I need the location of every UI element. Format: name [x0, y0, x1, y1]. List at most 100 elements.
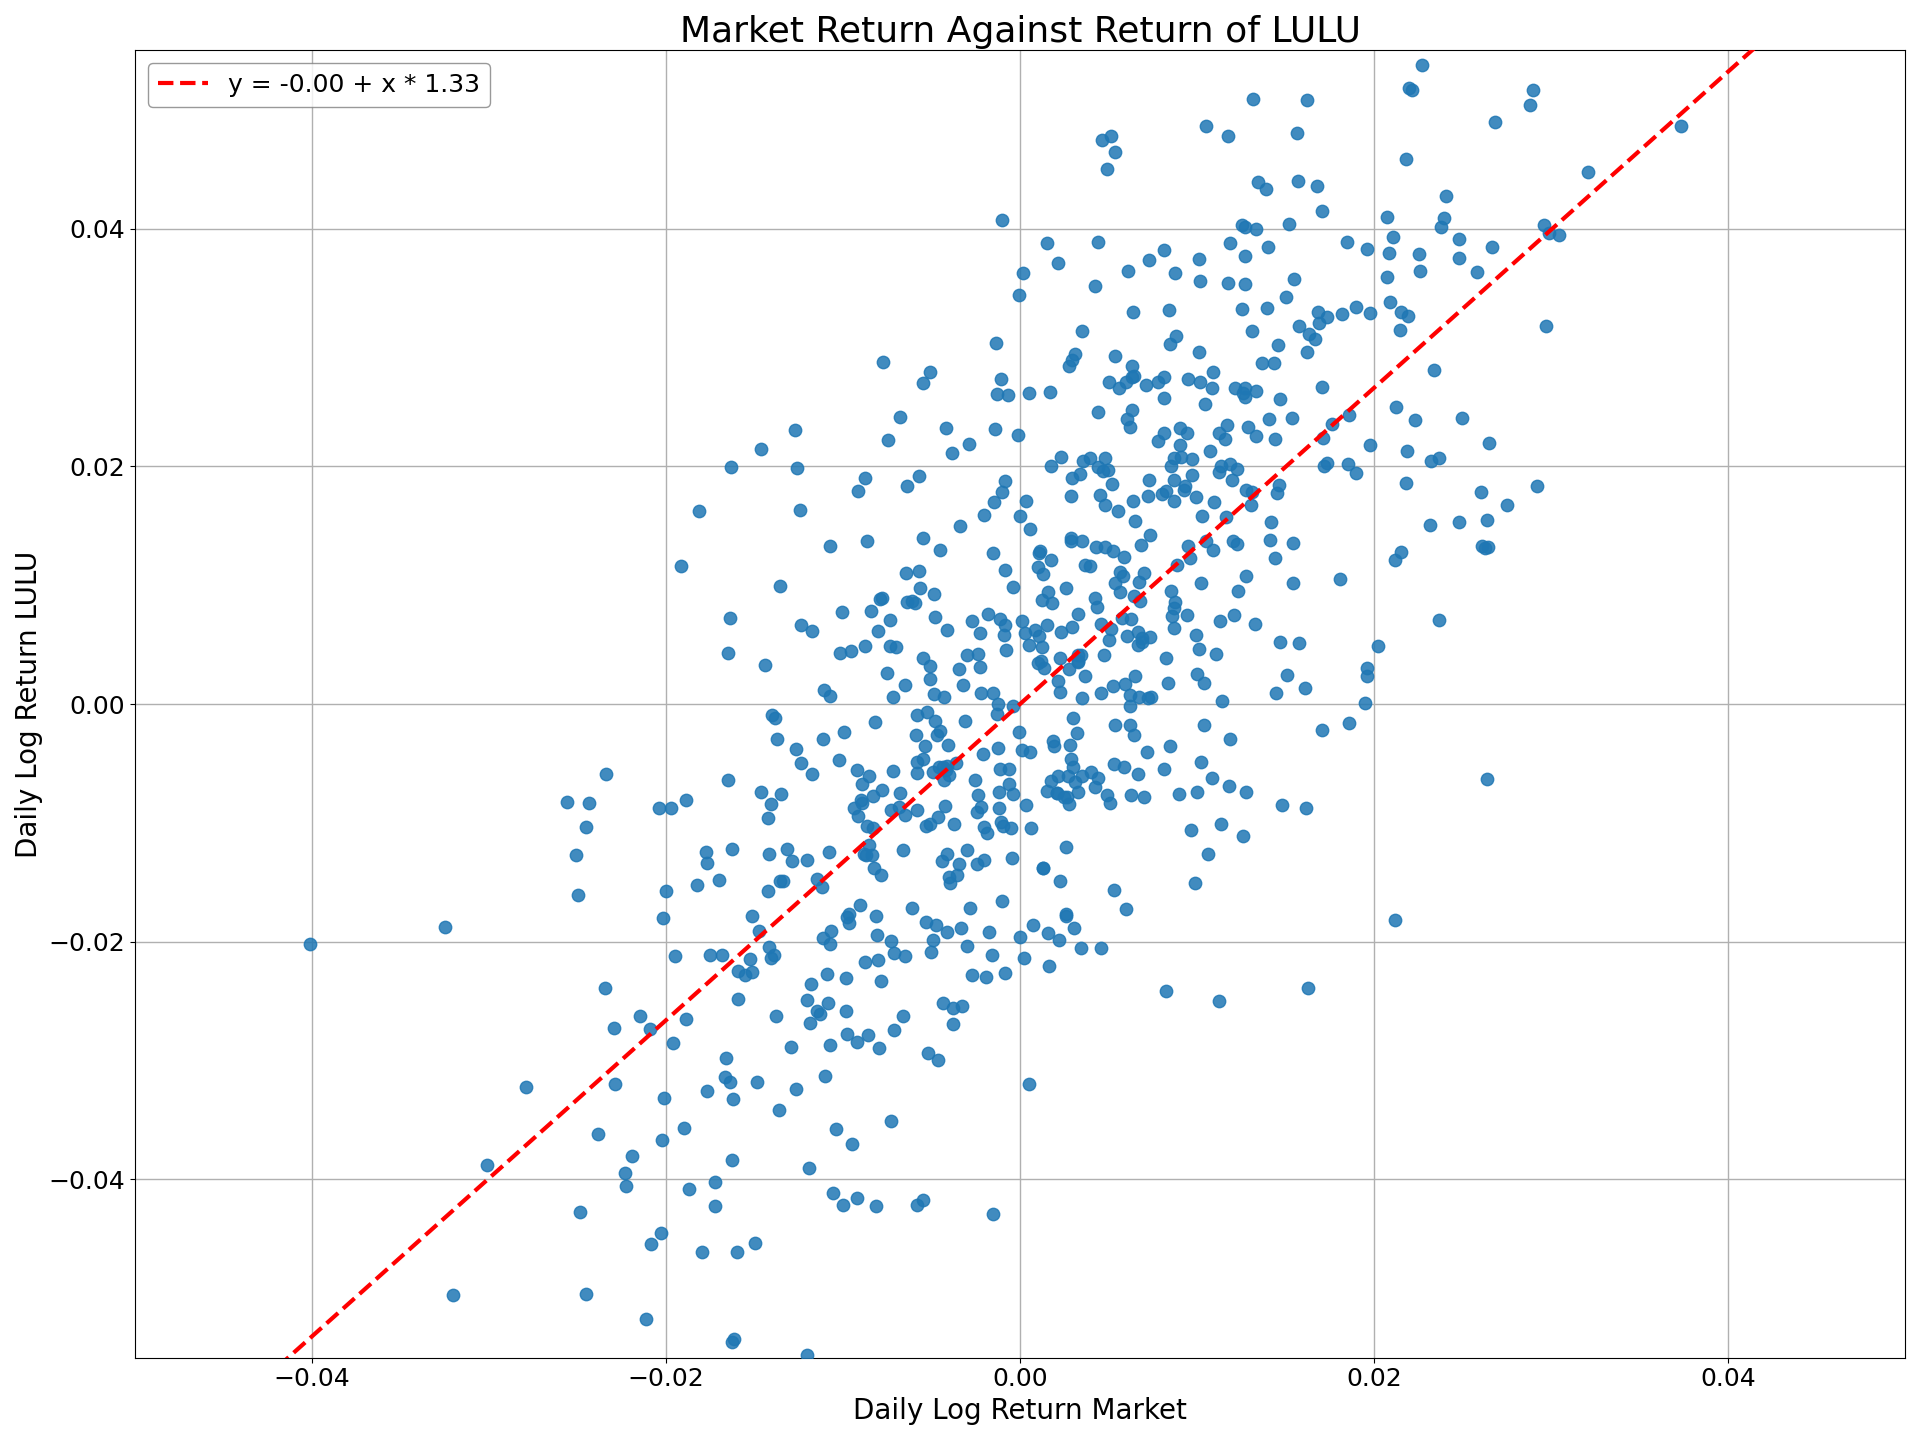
Point — [851, 844, 881, 867]
Point — [1092, 458, 1123, 481]
Point — [636, 1233, 666, 1256]
Point — [714, 1070, 745, 1093]
Title: Market Return Against Return of LULU: Market Return Against Return of LULU — [680, 14, 1361, 49]
Point — [876, 930, 906, 953]
Point — [574, 791, 605, 814]
Point — [1104, 580, 1135, 603]
Point — [1043, 252, 1073, 275]
Point — [1023, 556, 1054, 579]
Point — [1233, 415, 1263, 438]
Point — [712, 641, 743, 664]
Point — [1265, 387, 1296, 410]
Point — [1480, 109, 1511, 132]
Point — [1135, 685, 1165, 708]
Point — [1083, 766, 1114, 789]
Point — [841, 1031, 872, 1054]
Point — [950, 710, 981, 733]
Point — [1156, 579, 1187, 602]
Point — [1219, 603, 1250, 626]
Point — [1240, 379, 1271, 402]
Point — [831, 906, 862, 929]
Point — [1060, 770, 1091, 793]
Point — [904, 577, 935, 600]
Point — [1066, 687, 1096, 710]
Point — [829, 720, 860, 743]
Point — [847, 772, 877, 795]
Point — [1098, 540, 1129, 563]
Point — [1204, 461, 1235, 484]
Point — [551, 791, 582, 814]
Point — [927, 756, 958, 779]
Point — [780, 737, 810, 760]
Point — [977, 491, 1008, 514]
Point — [795, 1011, 826, 1034]
Point — [824, 641, 854, 664]
Point — [755, 792, 785, 815]
Point — [818, 1181, 849, 1204]
Point — [1229, 245, 1260, 268]
Point — [816, 920, 847, 943]
Point — [1056, 530, 1087, 553]
Point — [962, 801, 993, 824]
Point — [1281, 121, 1311, 144]
Point — [910, 910, 941, 933]
Point — [795, 972, 826, 995]
Point — [1304, 301, 1334, 324]
Point — [887, 1005, 918, 1028]
Point — [785, 752, 816, 775]
Point — [849, 842, 879, 865]
Point — [1252, 297, 1283, 320]
Point — [1027, 635, 1058, 658]
Point — [1112, 625, 1142, 648]
Point — [1371, 265, 1402, 288]
Point — [1117, 397, 1148, 420]
Point — [701, 1171, 732, 1194]
Point — [1171, 603, 1202, 626]
Point — [1227, 382, 1258, 405]
Point — [908, 526, 939, 549]
Point — [945, 514, 975, 537]
Point — [814, 933, 845, 956]
Point — [1064, 780, 1094, 804]
Point — [1219, 377, 1250, 400]
Point — [872, 661, 902, 684]
Point — [772, 838, 803, 861]
Point — [1521, 475, 1551, 498]
Point — [1043, 670, 1073, 693]
Point — [1116, 694, 1146, 717]
Point — [828, 1194, 858, 1217]
Point — [956, 963, 987, 986]
Point — [1014, 1073, 1044, 1096]
Point — [1100, 713, 1131, 736]
Point — [1265, 793, 1296, 816]
Point — [891, 804, 922, 827]
Point — [1271, 664, 1302, 687]
Point — [1008, 262, 1039, 285]
Y-axis label: Daily Log Return LULU: Daily Log Return LULU — [15, 550, 42, 858]
Point — [945, 916, 975, 939]
Point — [1079, 274, 1110, 297]
Point — [918, 929, 948, 952]
Point — [1100, 140, 1131, 163]
Point — [1117, 300, 1148, 323]
Point — [1265, 631, 1296, 654]
Point — [695, 943, 726, 966]
Point — [879, 1018, 910, 1041]
Point — [803, 999, 833, 1022]
Point — [1154, 298, 1185, 321]
Point — [1240, 217, 1271, 240]
Point — [954, 432, 985, 455]
Point — [1148, 757, 1179, 780]
Point — [1283, 170, 1313, 193]
Point — [687, 1240, 718, 1263]
Point — [563, 883, 593, 906]
Point — [657, 796, 687, 819]
Point — [854, 765, 885, 788]
Point — [931, 755, 962, 778]
Point — [1152, 979, 1183, 1002]
Point — [1236, 320, 1267, 343]
Point — [970, 848, 1000, 871]
Point — [1309, 454, 1340, 477]
Point — [933, 733, 964, 756]
Point — [1010, 793, 1041, 816]
